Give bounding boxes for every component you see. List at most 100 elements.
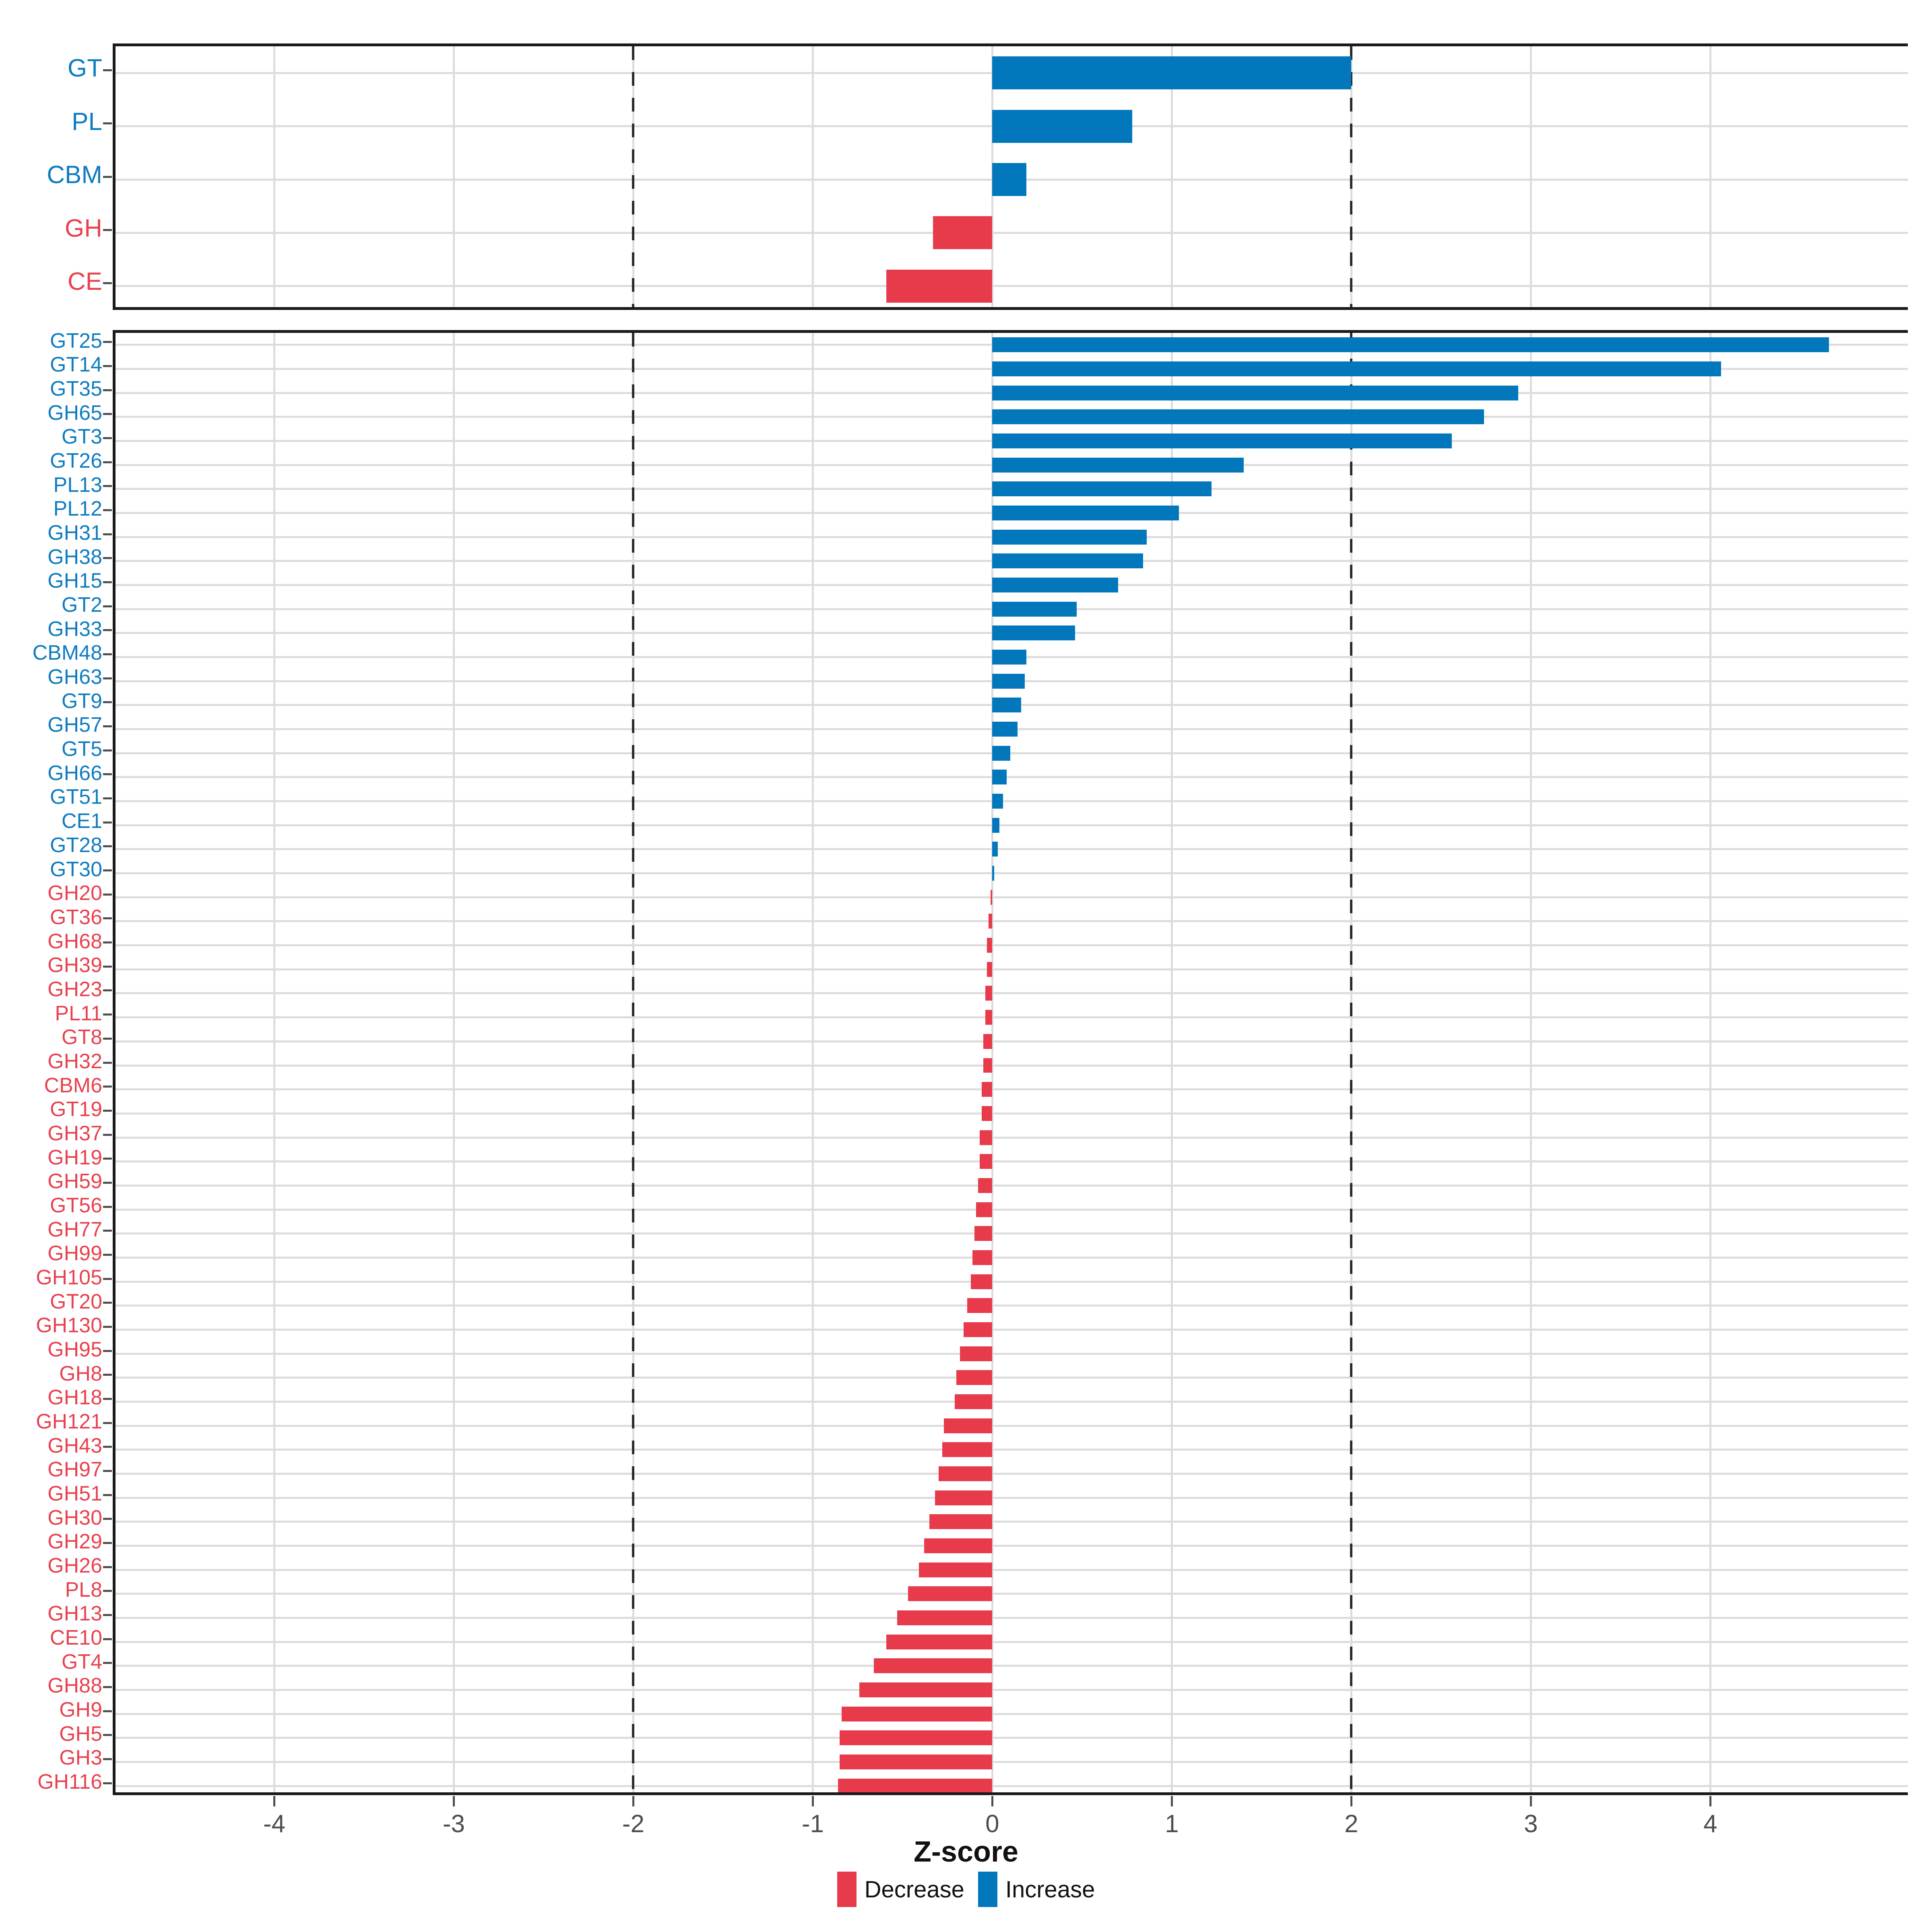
bar[interactable] [983, 1034, 993, 1049]
bar[interactable] [990, 890, 993, 905]
bar[interactable] [886, 269, 993, 303]
y-axis-tick [103, 917, 112, 920]
bar[interactable] [967, 1298, 993, 1313]
bar[interactable] [981, 1082, 993, 1097]
bar[interactable] [992, 842, 998, 857]
bar[interactable] [992, 361, 1721, 376]
y-gridline [113, 1496, 1908, 1499]
bar[interactable] [992, 722, 1018, 737]
bar[interactable] [992, 457, 1244, 473]
bar[interactable] [992, 650, 1027, 665]
bar[interactable] [992, 529, 1147, 545]
legend-item-increase[interactable]: Increase [978, 1872, 1095, 1907]
bar[interactable] [886, 1634, 993, 1649]
y-axis-tick-label: GT5 [61, 737, 102, 761]
bar[interactable] [859, 1682, 993, 1697]
increase-swatch-icon [978, 1872, 997, 1907]
bar[interactable] [976, 1202, 993, 1217]
bar[interactable] [992, 601, 1077, 617]
bar[interactable] [987, 962, 993, 977]
y-axis-tick [103, 1638, 112, 1640]
bar[interactable] [992, 433, 1452, 448]
bar[interactable] [980, 1154, 993, 1169]
bar[interactable] [992, 817, 1000, 833]
y-gridline [113, 1352, 1908, 1355]
bar[interactable] [983, 1058, 993, 1073]
bar[interactable] [980, 1130, 993, 1145]
y-axis-tick [103, 1350, 112, 1352]
y-axis-tick [103, 1037, 112, 1040]
bar[interactable] [981, 1106, 993, 1121]
bar[interactable] [992, 673, 1025, 689]
y-axis-tick-label: CBM6 [44, 1073, 102, 1097]
y-gridline [113, 1112, 1908, 1115]
bar[interactable] [992, 698, 1021, 713]
bar[interactable] [992, 337, 1829, 353]
y-axis-tick-label: GH23 [47, 977, 102, 1001]
bar[interactable] [987, 938, 993, 953]
x-axis-tick [991, 1796, 993, 1806]
x-gridline [1170, 46, 1173, 307]
bar[interactable] [974, 1226, 993, 1241]
y-axis-tick [103, 389, 112, 391]
bar[interactable] [956, 1370, 993, 1385]
bar[interactable] [992, 794, 1003, 809]
bar[interactable] [929, 1514, 993, 1530]
bar[interactable] [897, 1610, 993, 1625]
bar[interactable] [970, 1274, 993, 1289]
bar[interactable] [992, 578, 1118, 593]
bar[interactable] [924, 1538, 993, 1553]
y-axis-tick-label: GH15 [47, 569, 102, 593]
bar[interactable] [992, 56, 1352, 90]
bar[interactable] [992, 770, 1007, 785]
bar[interactable] [992, 409, 1484, 425]
bar[interactable] [954, 1394, 993, 1409]
y-gridline [113, 752, 1908, 754]
bar[interactable] [840, 1730, 993, 1746]
y-axis-tick [103, 1302, 112, 1304]
y-axis-tick-label: GH32 [47, 1049, 102, 1073]
bar[interactable] [838, 1778, 993, 1792]
bar[interactable] [938, 1466, 993, 1481]
legend-item-decrease[interactable]: Decrease [837, 1872, 964, 1907]
bar[interactable] [978, 1178, 993, 1193]
bar[interactable] [992, 625, 1075, 641]
bar[interactable] [992, 506, 1179, 521]
y-axis-tick [103, 1061, 112, 1064]
bar[interactable] [935, 1490, 993, 1505]
bar[interactable] [874, 1658, 993, 1674]
bar[interactable] [985, 1010, 993, 1025]
legend-label-decrease: Decrease [864, 1876, 964, 1903]
bar[interactable] [992, 553, 1144, 569]
x-gridline [1530, 333, 1532, 1792]
bar[interactable] [989, 914, 993, 929]
bar[interactable] [992, 385, 1519, 400]
y-gridline [113, 1665, 1908, 1667]
x-axis-tick [1170, 1796, 1173, 1806]
bar[interactable] [840, 1754, 993, 1769]
bar[interactable] [992, 163, 1027, 196]
bar[interactable] [992, 109, 1133, 143]
y-axis-tick [103, 1662, 112, 1664]
bar[interactable] [942, 1442, 993, 1457]
y-axis-tick-label: GH13 [47, 1602, 102, 1626]
bar[interactable] [960, 1346, 993, 1361]
bar[interactable] [985, 986, 993, 1001]
y-axis-tick-label: GT36 [50, 905, 102, 929]
bar[interactable] [943, 1418, 993, 1433]
bar[interactable] [972, 1250, 993, 1265]
y-axis-tick [103, 773, 112, 776]
bar[interactable] [992, 745, 1010, 761]
y-axis-tick-label: PL11 [55, 1001, 102, 1025]
bar[interactable] [933, 216, 993, 250]
bar[interactable] [992, 866, 994, 881]
bar[interactable] [841, 1706, 993, 1721]
bar[interactable] [964, 1322, 993, 1337]
bar[interactable] [919, 1562, 993, 1577]
bar[interactable] [992, 481, 1212, 497]
y-gridline [113, 1737, 1908, 1739]
y-axis-tick [103, 1590, 112, 1592]
y-gridline [113, 1544, 1908, 1547]
bar[interactable] [908, 1586, 993, 1602]
y-axis-tick-label: GH57 [47, 713, 102, 737]
